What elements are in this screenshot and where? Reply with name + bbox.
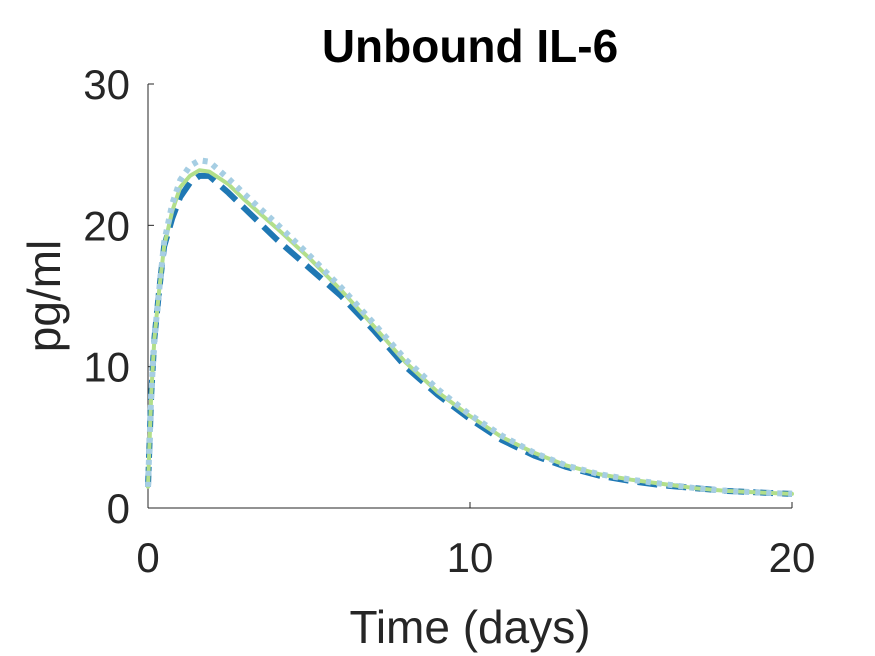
series-line-solid [146,168,794,496]
x-axis-label: Time (days) [349,601,590,653]
series-group [145,157,794,497]
x-tick-label: 0 [136,534,159,581]
series-line-dashed [145,172,793,497]
y-tick-label: 10 [83,344,130,391]
x-axis-ticks: 0 10 20 [136,502,815,581]
y-tick-label: 20 [83,202,130,249]
plot-area: 0 10 20 0 10 20 30 [83,61,815,581]
y-tick-label: 30 [83,61,130,108]
series-line-dotted [145,157,793,497]
y-axis-label: pg/ml [18,240,70,352]
y-tick-label: 0 [107,485,130,532]
y-axis-ticks: 0 10 20 30 [83,61,154,532]
chart-title: Unbound IL-6 [322,20,618,72]
x-tick-label: 20 [769,534,816,581]
x-tick-label: 10 [447,534,494,581]
